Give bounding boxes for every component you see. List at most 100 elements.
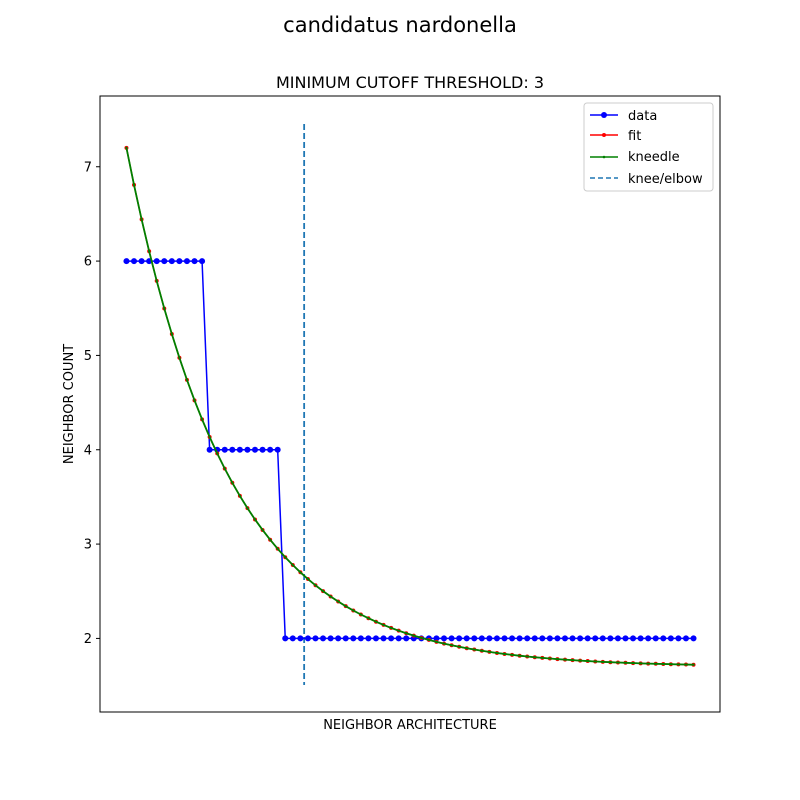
data-point-kneedle: [216, 452, 219, 455]
data-point-data: [630, 635, 637, 642]
data-point-data: [637, 635, 644, 642]
data-point-kneedle: [344, 604, 347, 608]
data-point-kneedle: [314, 584, 317, 587]
data-point-kneedle: [238, 494, 242, 498]
data-point-kneedle: [631, 661, 635, 665]
data-point-kneedle: [578, 659, 582, 662]
data-point-data: [456, 635, 463, 642]
data-point-kneedle: [571, 658, 574, 662]
series-fit: [124, 145, 696, 667]
data-point-data: [478, 635, 485, 642]
data-point-kneedle: [654, 662, 657, 666]
data-point-data: [221, 446, 228, 453]
data-point-data: [312, 635, 319, 642]
data-point-data: [206, 446, 213, 453]
data-point-kneedle: [503, 652, 506, 656]
data-point-data: [289, 635, 296, 642]
data-point-kneedle: [299, 571, 302, 574]
data-point-kneedle: [132, 183, 136, 187]
data-point-kneedle: [533, 656, 536, 659]
legend-label-data: data: [628, 109, 657, 124]
data-point-kneedle: [435, 640, 438, 644]
legend: data fit kneedle knee/elbow: [583, 102, 714, 192]
data-point-data: [372, 635, 379, 642]
data-point-data: [297, 635, 304, 642]
series-line-fit: [125, 147, 694, 666]
data-point-data: [607, 635, 614, 642]
series-line-kneedle: [125, 147, 694, 666]
data-point-kneedle: [548, 657, 552, 660]
y-tick-label: 7: [84, 160, 92, 175]
legend-marker-fit: [602, 133, 606, 137]
data-point-data: [622, 635, 629, 642]
data-point-kneedle: [246, 506, 249, 510]
data-point-data: [252, 446, 258, 453]
series-layer: [123, 145, 697, 667]
data-point-data: [509, 635, 516, 642]
data-point-data: [191, 258, 198, 265]
data-point-kneedle: [374, 620, 378, 623]
data-point-kneedle: [336, 600, 340, 603]
data-point-data: [199, 258, 206, 265]
series-kneedle: [125, 146, 695, 666]
data-point-data: [342, 635, 349, 642]
data-point-data: [660, 635, 667, 642]
data-point-kneedle: [450, 644, 453, 647]
series-line-data: [126, 260, 694, 640]
data-point-kneedle: [662, 662, 665, 666]
data-point-data: [471, 635, 478, 642]
data-point-kneedle: [457, 645, 461, 648]
data-point-kneedle: [518, 654, 521, 657]
y-tick-label: 5: [84, 349, 92, 364]
data-point-data: [267, 446, 274, 453]
y-axis-label: NEIGHBOR COUNT: [62, 344, 77, 464]
figure-suptitle: candidatus nardonella: [283, 13, 517, 37]
data-point-kneedle: [488, 650, 491, 654]
data-point-data: [403, 635, 410, 642]
data-point-kneedle: [480, 649, 484, 652]
legend-label-kneedle: kneedle: [628, 150, 680, 165]
data-point-kneedle: [556, 657, 559, 661]
plot-area: 2 3 4 5 6 7: [84, 95, 721, 713]
data-point-kneedle: [261, 528, 264, 532]
data-point-kneedle: [526, 655, 529, 658]
data-point-data: [304, 635, 311, 642]
data-point-kneedle: [412, 634, 415, 637]
y-axis-ticks: 2 3 4 5 6 7: [84, 160, 100, 647]
data-point-kneedle: [140, 218, 143, 221]
data-point-data: [562, 635, 568, 642]
data-point-data: [388, 635, 395, 642]
data-point-kneedle: [223, 467, 226, 470]
y-tick-label: 3: [84, 538, 92, 553]
data-point-data: [282, 635, 289, 642]
data-point-data: [357, 635, 364, 642]
data-point-kneedle: [178, 356, 181, 359]
data-point-kneedle: [624, 661, 627, 665]
data-point-kneedle: [692, 663, 695, 666]
data-point-data: [501, 635, 508, 642]
data-point-kneedle: [397, 629, 400, 632]
data-point-kneedle: [321, 589, 325, 593]
data-point-data: [682, 635, 689, 642]
data-point-kneedle: [639, 662, 642, 665]
data-point-data: [327, 635, 334, 642]
data-point-data: [675, 635, 682, 642]
data-point-data: [380, 635, 387, 642]
data-point-kneedle: [291, 563, 294, 567]
data-point-kneedle: [646, 662, 650, 665]
data-point-data: [131, 258, 138, 265]
data-point-kneedle: [495, 651, 499, 655]
data-point-kneedle: [586, 659, 589, 663]
data-point-data: [259, 446, 266, 453]
data-point-data: [236, 446, 243, 453]
data-point-data: [138, 258, 145, 265]
x-axis-label: NEIGHBOR ARCHITECTURE: [323, 718, 497, 733]
data-point-kneedle: [541, 656, 544, 660]
data-point-data: [244, 446, 251, 453]
data-point-kneedle: [510, 653, 514, 657]
y-tick-label: 6: [84, 255, 92, 270]
data-point-kneedle: [465, 647, 468, 650]
data-point-kneedle: [609, 660, 612, 664]
data-point-data: [592, 635, 599, 642]
